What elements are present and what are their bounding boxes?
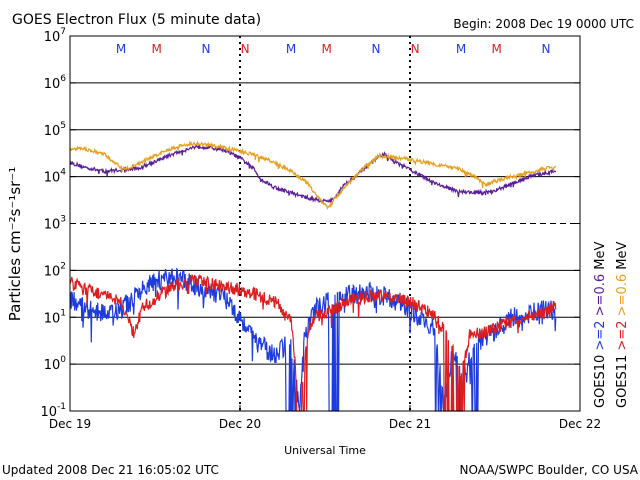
mn-marker: M xyxy=(322,42,332,56)
series-layer xyxy=(69,140,557,412)
series-line xyxy=(69,144,557,205)
legend-entry: MeV xyxy=(615,242,630,274)
mn-marker: M xyxy=(286,42,296,56)
y-tick-label: 106 xyxy=(44,74,67,92)
series-line xyxy=(69,273,557,412)
mn-marker: N xyxy=(411,42,420,56)
legend-column: GOES11 >=2 >=0.6 MeV xyxy=(615,242,630,408)
footer-updated: Updated 2008 Dec 21 16:05:02 UTC xyxy=(2,463,219,477)
legend-entry: >=2 xyxy=(615,320,630,354)
x-tick-label: Dec 21 xyxy=(389,417,431,431)
series-line xyxy=(69,267,557,412)
mn-marker: N xyxy=(372,42,381,56)
legend-entry: >=0.6 xyxy=(615,274,630,321)
y-tick-label: 104 xyxy=(44,168,67,186)
y-tick-label: 103 xyxy=(44,215,66,233)
x-axis-label: Universal Time xyxy=(284,444,366,457)
mn-marker: N xyxy=(202,42,211,56)
begin-label: Begin: 2008 Dec 19 0000 UTC xyxy=(453,17,634,31)
gridlines xyxy=(70,36,580,411)
x-axis-ticks: Dec 19 Dec 20 Dec 21 Dec 22 xyxy=(49,405,601,431)
y-tick-label: 107 xyxy=(44,27,66,45)
y-axis-ticks: 10-1 100 101 102 103 104 105 106 107 xyxy=(40,27,580,420)
y-tick-label: 100 xyxy=(44,355,67,373)
mn-marker: M xyxy=(116,42,126,56)
mn-marker: N xyxy=(542,42,551,56)
y-tick-label: 101 xyxy=(44,308,66,326)
mn-marker: M xyxy=(456,42,466,56)
y-tick-label: 102 xyxy=(44,261,66,279)
legend-entry: GOES11 xyxy=(615,355,630,408)
y-tick-label: 105 xyxy=(44,121,66,139)
legend-column: GOES10 >=2 >=0.6 MeV xyxy=(593,242,608,408)
x-tick-label: Dec 22 xyxy=(559,417,601,431)
legend-entry: >=2 xyxy=(593,320,608,354)
x-tick-label: Dec 19 xyxy=(49,417,91,431)
legend-entry: GOES10 xyxy=(593,355,608,408)
y-axis-label: Particles cm⁻²s⁻¹sr⁻¹ xyxy=(6,167,24,321)
x-tick-label: Dec 20 xyxy=(219,417,261,431)
y-tick-label: 10-1 xyxy=(40,402,66,420)
mn-marker: M xyxy=(492,42,502,56)
mn-marker: M xyxy=(152,42,162,56)
series-line xyxy=(69,140,557,210)
legend-entry: >=0.6 xyxy=(593,274,608,321)
mn-marker: N xyxy=(241,42,250,56)
footer-credit: NOAA/SWPC Boulder, CO USA xyxy=(460,463,639,477)
chart-title: GOES Electron Flux (5 minute data) xyxy=(12,12,261,28)
